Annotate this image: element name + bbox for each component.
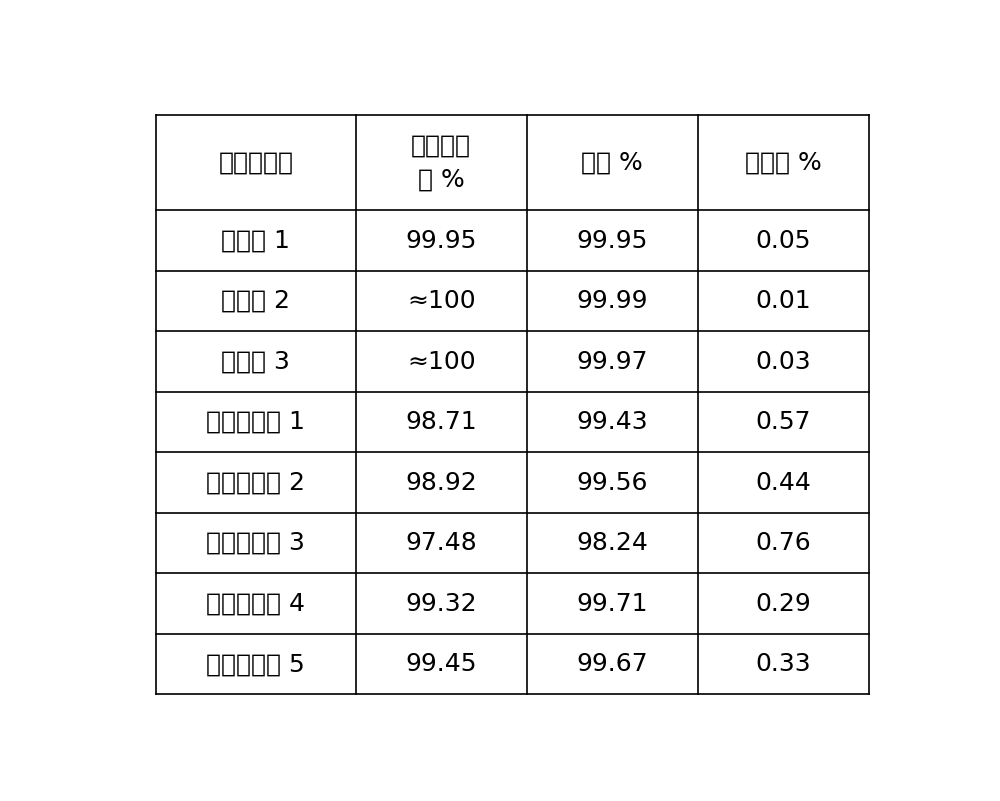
Text: ≈100: ≈100 <box>407 289 476 313</box>
Text: 99.43: 99.43 <box>577 410 648 434</box>
Text: 重组分 %: 重组分 % <box>745 151 822 175</box>
Text: 99.45: 99.45 <box>405 652 477 676</box>
Text: 99.99: 99.99 <box>577 289 648 313</box>
Text: 0.57: 0.57 <box>756 410 811 434</box>
Text: 99.95: 99.95 <box>406 228 477 252</box>
Text: 0.29: 0.29 <box>756 592 811 616</box>
Text: 0.76: 0.76 <box>756 531 811 555</box>
Text: ≈100: ≈100 <box>407 349 476 373</box>
Text: 0.01: 0.01 <box>756 289 811 313</box>
Text: 99.71: 99.71 <box>577 592 648 616</box>
Text: 99.95: 99.95 <box>577 228 648 252</box>
Text: 0.33: 0.33 <box>756 652 811 676</box>
Text: 实施例 2: 实施例 2 <box>221 289 290 313</box>
Text: 0.05: 0.05 <box>756 228 811 252</box>
Text: 对比实施例 3: 对比实施例 3 <box>206 531 305 555</box>
Text: 对比实施例 5: 对比实施例 5 <box>206 652 305 676</box>
Text: 98.92: 98.92 <box>405 471 477 494</box>
Text: 实施例编号: 实施例编号 <box>218 151 293 175</box>
Text: 吡啶转化
率 %: 吡啶转化 率 % <box>411 134 471 191</box>
Text: 99.97: 99.97 <box>577 349 648 373</box>
Text: 实施例 3: 实施例 3 <box>221 349 290 373</box>
Text: 99.32: 99.32 <box>405 592 477 616</box>
Text: 98.71: 98.71 <box>405 410 477 434</box>
Text: 对比实施例 1: 对比实施例 1 <box>206 410 305 434</box>
Text: 0.03: 0.03 <box>756 349 811 373</box>
Text: 哌啶 %: 哌啶 % <box>581 151 643 175</box>
Text: 97.48: 97.48 <box>405 531 477 555</box>
Text: 0.44: 0.44 <box>756 471 811 494</box>
Text: 99.67: 99.67 <box>577 652 648 676</box>
Text: 99.56: 99.56 <box>577 471 648 494</box>
Text: 对比实施例 4: 对比实施例 4 <box>206 592 305 616</box>
Text: 实施例 1: 实施例 1 <box>221 228 290 252</box>
Text: 对比实施例 2: 对比实施例 2 <box>206 471 305 494</box>
Text: 98.24: 98.24 <box>576 531 648 555</box>
